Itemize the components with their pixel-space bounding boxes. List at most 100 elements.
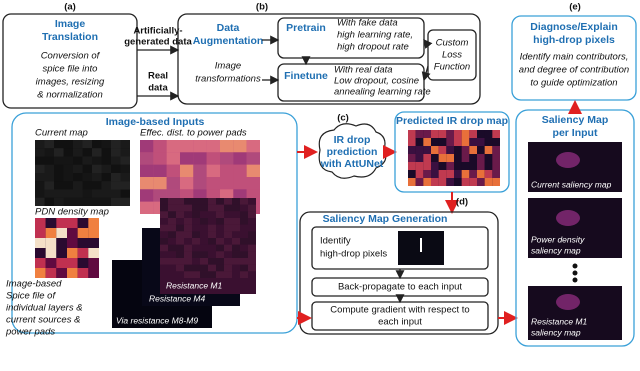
pixel <box>54 140 64 149</box>
image <box>408 130 500 186</box>
pixel <box>168 271 176 278</box>
pixel <box>477 130 485 138</box>
pixel <box>200 238 208 245</box>
pixel <box>82 164 92 173</box>
title: Finetune <box>284 70 328 82</box>
text: Image <box>215 61 241 72</box>
text: With fake data <box>337 18 398 29</box>
pixel <box>216 224 224 232</box>
pixel <box>63 164 73 173</box>
pixel <box>111 181 121 190</box>
title: Translation <box>42 31 98 43</box>
pixel <box>438 138 447 146</box>
pixel <box>224 198 232 205</box>
pixel <box>477 138 485 146</box>
pixel <box>111 189 121 198</box>
pixel <box>232 211 240 218</box>
pixel <box>200 258 208 265</box>
text: IR drop <box>334 134 371 146</box>
text: annealing learning rate <box>334 87 431 98</box>
pixel <box>431 130 439 138</box>
pixel <box>248 218 256 225</box>
pixel <box>35 189 45 198</box>
pixel <box>184 258 192 265</box>
pixel <box>208 264 216 272</box>
text: each input <box>378 317 422 328</box>
image <box>160 198 256 294</box>
pixel <box>220 164 234 177</box>
pixel <box>192 224 200 232</box>
pixel <box>56 248 67 258</box>
pixel <box>240 271 248 278</box>
pixel <box>232 264 240 272</box>
pixel <box>88 268 99 278</box>
title: high-drop pixels <box>533 34 615 46</box>
pixel <box>140 189 154 202</box>
pixel <box>180 164 194 177</box>
box <box>277 63 425 102</box>
pixel <box>446 170 454 178</box>
pixel <box>35 173 45 182</box>
pixel <box>423 138 431 146</box>
pixel <box>248 231 256 238</box>
pixel <box>408 162 416 170</box>
text: individual layers & <box>6 303 83 314</box>
pixel <box>168 204 176 212</box>
pixel <box>446 130 454 138</box>
pixel <box>160 224 168 232</box>
pixel <box>45 228 57 238</box>
pixel <box>160 218 168 225</box>
pixel <box>492 162 500 170</box>
pixel <box>446 178 454 186</box>
pixel <box>184 224 192 232</box>
pixel <box>446 138 454 146</box>
pixel <box>184 238 192 245</box>
label: (c) <box>337 113 349 124</box>
pixel <box>200 244 208 252</box>
pixel <box>101 140 111 149</box>
pixel <box>423 162 431 170</box>
pixel <box>63 197 73 206</box>
pixel <box>461 178 470 186</box>
pixel <box>44 189 54 198</box>
pixel <box>232 271 240 278</box>
pixel <box>176 218 184 225</box>
pixel <box>492 130 500 138</box>
pixel <box>206 140 220 153</box>
pixel <box>438 170 447 178</box>
pixel <box>166 164 180 177</box>
pixel <box>73 140 83 149</box>
image <box>528 198 622 258</box>
pixel <box>88 258 99 268</box>
pixel <box>192 231 200 238</box>
title: Pretrain <box>286 22 326 34</box>
dot <box>572 270 578 276</box>
pixel <box>469 130 477 138</box>
pixel <box>454 138 462 146</box>
pixel <box>166 152 180 165</box>
pixel <box>232 204 240 212</box>
pixel <box>35 164 45 173</box>
pixel <box>469 178 477 186</box>
pixel <box>101 148 111 157</box>
pixel <box>216 231 224 238</box>
pixel <box>438 154 447 162</box>
arrow <box>421 65 431 82</box>
pixel <box>56 218 67 228</box>
pixel <box>101 197 111 206</box>
pixel <box>184 204 192 212</box>
pixel <box>248 238 256 245</box>
text: Loss <box>442 50 462 61</box>
pixel <box>111 156 121 165</box>
pixel <box>168 218 176 225</box>
pixel <box>408 154 416 162</box>
pixel <box>73 197 83 206</box>
text: Identify main contributors, <box>520 52 629 63</box>
pixel <box>176 204 184 212</box>
pixel <box>200 204 208 212</box>
pixel <box>461 162 470 170</box>
pixel <box>408 138 416 146</box>
pixel <box>54 181 64 190</box>
pixel <box>176 198 184 205</box>
pixel <box>176 211 184 218</box>
